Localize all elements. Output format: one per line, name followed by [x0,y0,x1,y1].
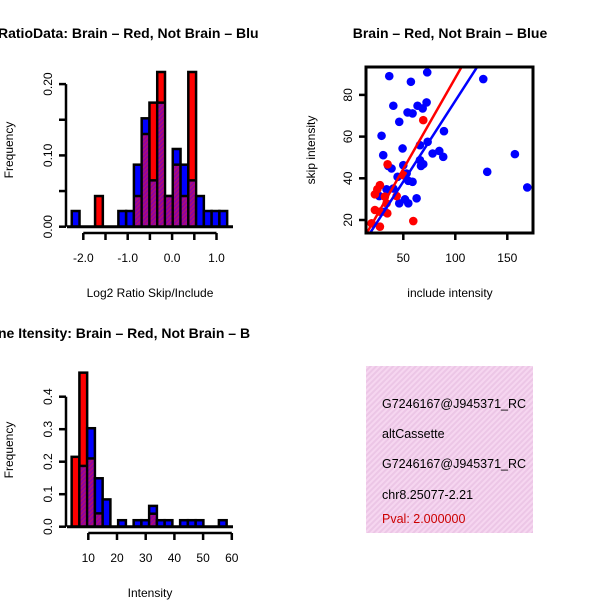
scatter-point [438,152,448,162]
x-tick-label: 150 [497,251,517,265]
y-tick-label: 0.3 [41,421,55,438]
x-tick-label: 0.0 [164,251,181,265]
info-pval: Pval: 2.000000 [382,512,465,526]
histogram-bar [101,498,112,528]
x-tick-label: -2.0 [73,251,94,265]
regression-line [366,67,463,233]
scatter-point [403,199,413,208]
x-axis-label: include intensity [407,286,492,300]
scatter-point [522,183,532,192]
scatter-point [422,98,431,107]
intensity-histogram-panel: ne Itensity: Brain – Red, Not Brain – B … [0,325,250,600]
scatter-point [383,160,392,169]
y-tick-label: 0.2 [41,453,55,470]
scatter-point [408,177,417,187]
y-tick-label: 20 [341,213,355,227]
scatter-point [412,194,421,203]
x-tick-label: 20 [110,551,124,565]
ratio-histogram-panel: RatioData: Brain – Red, Not Brain – Blu … [0,25,259,300]
scatter-point [370,190,380,199]
info-line-event-id-2: G7246167@J945371_RC [382,457,526,471]
x-tick-label: 50 [196,551,210,565]
x-tick-label: 100 [445,251,465,265]
y-axis-label: skip intensity [304,116,318,185]
histogram-overlap-bar [189,180,195,226]
info-line-location: chr8.25077-2.21 [382,488,473,502]
scatter-point [394,117,404,127]
scatter-point [478,74,488,84]
scatter-point [382,185,391,194]
scatter-point [422,68,432,77]
scatter-point [406,77,416,87]
y-tick-label: 0.1 [41,486,55,503]
scatter-point [384,71,394,81]
x-tick-label: 30 [139,551,153,565]
scatter-point [375,222,385,231]
plot-frame [364,65,535,235]
regression-line [368,67,479,233]
histogram-overlap-bar [80,465,86,526]
info-panel: G7246167@J945371_RC altCassette G7246167… [366,366,533,533]
x-axis-label: Log2 Ratio Skip/Include [87,286,214,300]
scatter-point [510,149,520,159]
scatter-point [398,144,407,153]
info-background [366,366,533,533]
histogram-bar [93,194,105,228]
histogram-overlap-bar [150,513,156,526]
histogram-bar [218,209,229,228]
scatter-plot-area [366,67,532,233]
y-tick-label: 0.0 [41,518,55,535]
x-tick-label: 10 [82,551,96,565]
scatter-panel: Brain – Red, Not Brain – Blue include in… [304,25,548,300]
histogram-bar [70,209,81,228]
histogram-overlap-bar [181,196,188,226]
scatter-point [418,159,428,169]
x-tick-label: 1.0 [208,251,225,265]
y-tick-label: 0.00 [41,215,55,239]
scatter-point [428,149,437,158]
x-tick-label: 40 [168,551,182,565]
histogram-overlap-bar [166,196,172,226]
scatter-point [439,126,449,136]
scatter-point [418,115,428,125]
x-tick-label: 60 [225,551,239,565]
x-axis-label: Intensity [128,586,173,600]
histogram-overlap-bar [96,513,102,526]
histogram-overlap-bar [88,458,94,526]
y-tick-label: 80 [341,88,355,102]
scatter-point [377,131,386,141]
x-tick-label: 50 [397,251,411,265]
scatter-point [408,109,417,118]
scatter-point [389,101,398,111]
chart-title: RatioData: Brain – Red, Not Brain – Blu [0,25,259,41]
scatter-point [408,216,418,226]
histogram-overlap-bar [158,102,164,226]
histogram-overlap-bar [142,134,149,226]
chart-title: ne Itensity: Brain – Red, Not Brain – B [0,325,250,341]
chart-title: Brain – Red, Not Brain – Blue [353,25,548,41]
x-tick-label: -1.0 [117,251,138,265]
scatter-point [482,167,492,177]
y-axis-label: Frequency [2,422,16,479]
scatter-point [394,199,404,208]
y-tick-label: 60 [341,130,355,144]
info-line-event-type: altCassette [382,427,445,441]
y-axis-label: Frequency [2,122,16,179]
y-tick-label: 0.10 [41,143,55,167]
y-tick-label: 0.4 [41,388,55,405]
y-tick-label: 40 [341,171,355,185]
histogram-overlap-bar [135,196,141,226]
y-tick-label: 0.20 [41,72,55,96]
histogram-overlap-bar [173,164,180,226]
histogram-overlap-bar [150,180,157,226]
info-line-event-id: G7246167@J945371_RC [382,397,526,411]
scatter-point [378,150,388,160]
